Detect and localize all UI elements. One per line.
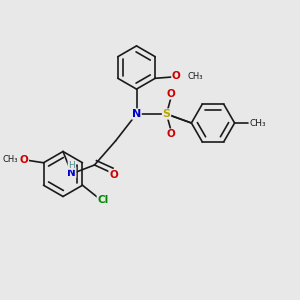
Text: N: N: [132, 109, 141, 119]
Text: Cl: Cl: [97, 195, 109, 205]
Text: O: O: [167, 129, 176, 139]
Text: S: S: [163, 109, 170, 119]
Text: O: O: [109, 170, 118, 181]
Text: CH₃: CH₃: [187, 72, 203, 81]
Text: CH₃: CH₃: [250, 118, 266, 127]
Text: O: O: [167, 89, 176, 99]
Text: CH₃: CH₃: [3, 155, 18, 164]
Text: N: N: [67, 167, 76, 178]
Text: O: O: [20, 155, 28, 165]
Text: O: O: [172, 71, 181, 81]
Text: H: H: [68, 160, 75, 169]
